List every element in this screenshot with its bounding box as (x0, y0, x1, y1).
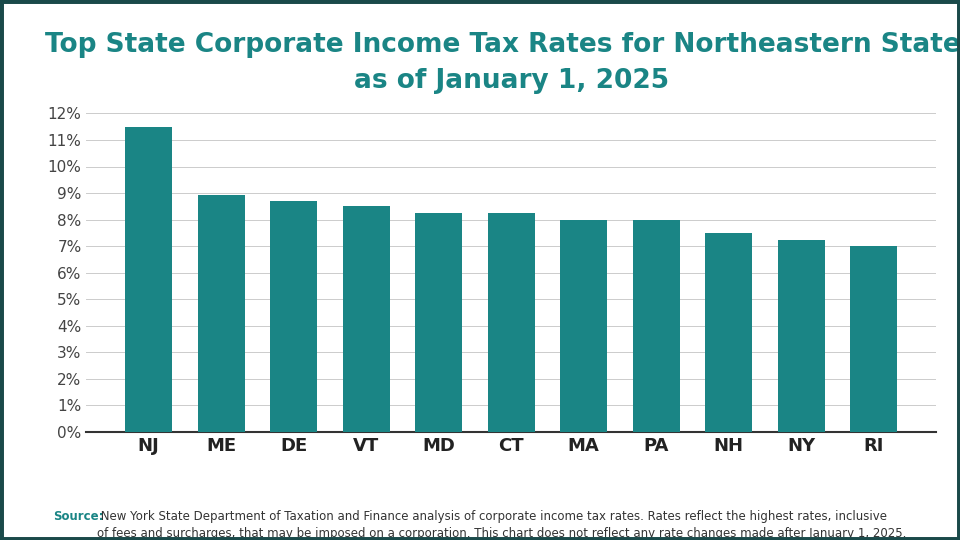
Text: Source:: Source: (53, 510, 104, 523)
Bar (706, 233, 753, 432)
Bar (488, 213, 535, 432)
Bar (560, 220, 608, 432)
Text: New York State Department of Taxation and Finance analysis of corporate income t: New York State Department of Taxation an… (97, 510, 906, 540)
Bar (198, 195, 245, 432)
Bar (125, 127, 172, 432)
Bar (851, 246, 898, 432)
Bar (778, 240, 825, 432)
Bar (343, 206, 390, 432)
Title: Top State Corporate Income Tax Rates for Northeastern States
as of January 1, 20: Top State Corporate Income Tax Rates for… (45, 32, 960, 94)
Bar (270, 201, 317, 432)
Bar (633, 220, 680, 432)
Bar (415, 213, 463, 432)
